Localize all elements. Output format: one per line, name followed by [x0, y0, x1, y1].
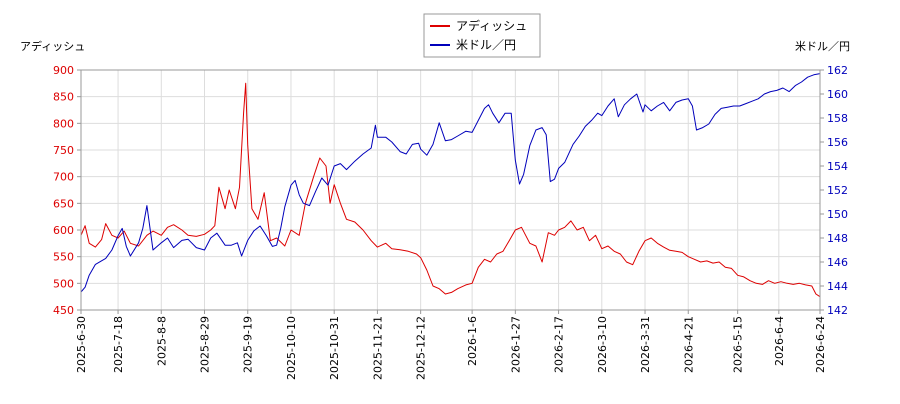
left-tick-label: 850 [53, 91, 74, 104]
left-tick-label: 550 [53, 251, 74, 264]
x-tick-label: 2025-7-18 [112, 316, 125, 373]
legend-label-usdjpy: 米ドル／円 [456, 38, 516, 52]
x-tick-label: 2026-4-21 [682, 316, 695, 373]
left-tick-label: 650 [53, 197, 74, 210]
right-tick-label: 154 [827, 160, 848, 173]
left-tick-label: 800 [53, 117, 74, 130]
right-tick-label: 150 [827, 208, 848, 221]
left-tick-label: 700 [53, 171, 74, 184]
left-axis-title: アディッシュ [20, 39, 85, 53]
x-tick-label: 2026-6-24 [814, 316, 827, 373]
x-tick-label: 2025-12-12 [415, 316, 428, 380]
left-tick-label: 450 [53, 304, 74, 317]
series-line-adish [80, 82, 821, 298]
left-tick-label: 600 [53, 224, 74, 237]
right-tick-label: 156 [827, 136, 848, 149]
plot-frame [80, 69, 821, 311]
x-tick-label: 2026-3-31 [639, 316, 652, 373]
x-tick-label: 2025-10-31 [328, 316, 341, 380]
x-tick-label: 2026-2-17 [553, 316, 566, 373]
right-tick-label: 144 [827, 280, 848, 293]
series-layer [80, 72, 821, 298]
x-tick-label: 2025-11-21 [371, 316, 384, 380]
right-tick-label: 152 [827, 184, 848, 197]
right-tick-label: 162 [827, 64, 848, 77]
right-tick-label: 142 [827, 304, 848, 317]
x-tick-label: 2025-8-8 [155, 316, 168, 366]
right-tick-label: 160 [827, 88, 848, 101]
x-tick-label: 2026-5-15 [732, 316, 745, 373]
x-tick-label: 2026-3-10 [596, 316, 609, 373]
x-tick-label: 2025-10-10 [285, 316, 298, 380]
right-tick-label: 148 [827, 232, 848, 245]
right-tick-label: 158 [827, 112, 848, 125]
series-line-usdjpy [80, 72, 821, 293]
x-tick-label: 2026-1-6 [466, 316, 479, 366]
left-tick-label: 900 [53, 64, 74, 77]
grid [80, 69, 821, 311]
x-tick-label: 2026-1-27 [509, 316, 522, 373]
left-tick-label: 750 [53, 144, 74, 157]
legend: アディッシュ 米ドル／円 [423, 13, 541, 58]
axes: 450 500 550 600 650 700 750 800 850 900 142 144 146 1… [53, 64, 848, 380]
left-tick-label: 500 [53, 277, 74, 290]
right-tick-label: 146 [827, 256, 848, 269]
right-axis-title: 米ドル／円 [795, 40, 850, 53]
x-tick-label: 2025-8-29 [199, 316, 212, 373]
x-tick-label: 2025-9-19 [242, 316, 255, 373]
x-tick-label: 2025-6-30 [75, 316, 88, 373]
x-tick-label: 2026-6-4 [773, 316, 786, 366]
legend-box [423, 13, 541, 58]
legend-label-adish: アディッシュ [456, 18, 527, 33]
